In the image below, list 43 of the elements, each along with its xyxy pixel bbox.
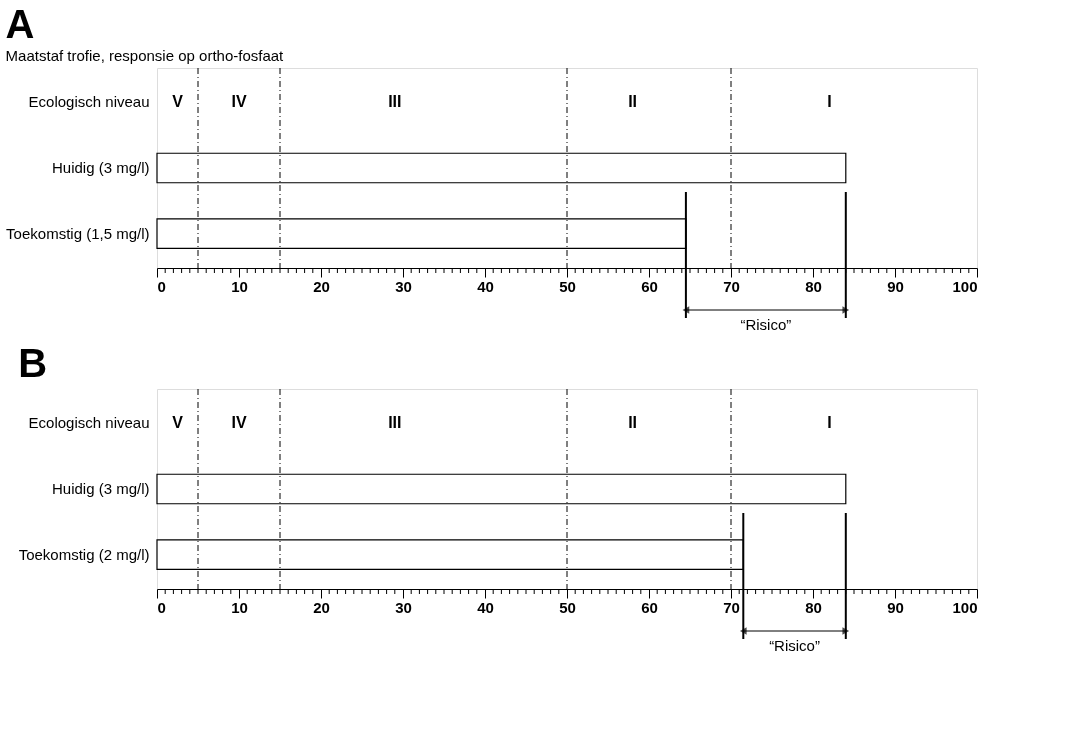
chart-title: A (5, 1, 35, 46)
x-tick-label: 0 (157, 277, 166, 295)
x-tick-label: 10 (231, 598, 248, 616)
annotation: I (827, 93, 832, 111)
text: “Risico” (740, 316, 792, 333)
annotation: III (388, 93, 402, 111)
y-tick-label: Toekomstig (2 mg/l) (18, 545, 150, 563)
annotation: V (172, 93, 184, 111)
annotation: III (388, 414, 402, 432)
x-tick-label: 50 (559, 598, 576, 616)
x-tick-label: 40 (477, 598, 494, 616)
x-tick-label: 90 (887, 598, 904, 616)
annotation: II (628, 414, 638, 432)
annotation: V (172, 414, 184, 432)
annotation: I (827, 414, 832, 432)
x-tick-label: 70 (723, 598, 740, 616)
x-tick-label: 50 (559, 277, 576, 295)
chart-title: B (18, 340, 48, 385)
x-tick-label: 20 (313, 277, 330, 295)
x-tick-label: 70 (723, 277, 740, 295)
x-tick-label: 100 (952, 277, 978, 295)
y-tick-label: Toekomstig (1,5 mg/l) (6, 224, 150, 242)
y-tick-label: Ecologisch niveau (28, 414, 150, 432)
x-tick-label: 80 (805, 598, 822, 616)
annotation: IV (231, 93, 247, 111)
x-tick-label: 100 (952, 598, 978, 616)
y-tick-label: Huidig (3 mg/l) (51, 159, 150, 176)
y-tick-label: Huidig (3 mg/l) (51, 480, 150, 497)
x-tick-label: 30 (395, 277, 412, 295)
x-tick-label: 10 (231, 277, 248, 295)
x-tick-label: 30 (395, 598, 412, 616)
x-tick-label: 60 (641, 277, 658, 295)
x-tick-label: 0 (157, 598, 166, 616)
x-tick-label: 80 (805, 277, 822, 295)
chart-subtitle: Maatstaf trofie, responsie op ortho-fosfaat (5, 46, 285, 64)
y-tick-label: Ecologisch niveau (28, 93, 150, 111)
x-tick-label: 60 (641, 598, 658, 616)
annotation: IV (231, 414, 247, 432)
annotation: II (628, 93, 638, 111)
x-tick-label: 20 (313, 598, 330, 616)
x-tick-label: 90 (887, 277, 904, 295)
text: “Risico” (769, 637, 820, 654)
x-tick-label: 40 (477, 277, 494, 295)
